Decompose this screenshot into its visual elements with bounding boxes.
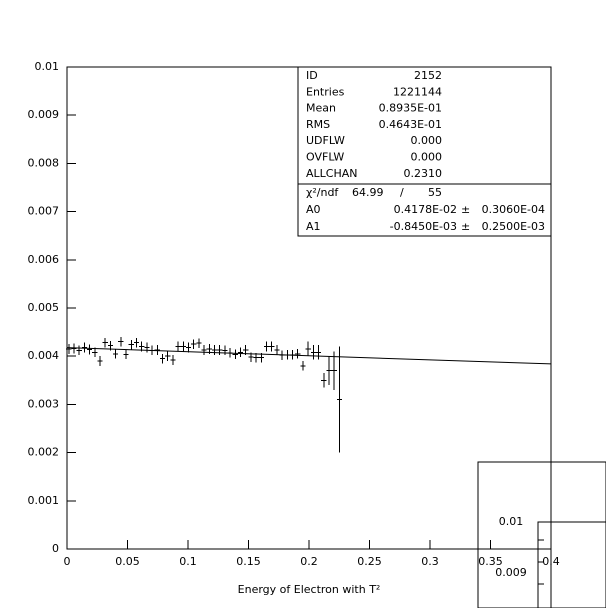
inset-label: 0.009 [495, 566, 527, 579]
stat-value: 0.000 [411, 134, 443, 147]
stat-name: OVFLW [306, 151, 344, 164]
param-name: A0 [306, 203, 321, 216]
x-tick-label: 0.05 [115, 555, 140, 568]
chi2-value: 64.99 [352, 186, 384, 199]
param-value: -0.8450E-03 [390, 220, 457, 233]
x-tick-label: 0.2 [300, 555, 318, 568]
y-tick-label: 0.01 [35, 60, 60, 73]
inset-label: 0.01 [499, 515, 524, 528]
y-tick-label: 0.007 [28, 205, 60, 218]
x-tick-label: 0.25 [357, 555, 382, 568]
stat-value: 0.4643E-01 [379, 118, 442, 131]
y-tick-label: 0.004 [28, 349, 60, 362]
y-tick-label: 0.006 [28, 253, 60, 266]
y-tick-label: 0.003 [28, 397, 60, 410]
y-tick-label: 0.009 [28, 108, 60, 121]
x-tick-label: 0.4 [542, 555, 560, 568]
x-tick-label: 0.35 [478, 555, 503, 568]
stat-name: Mean [306, 102, 336, 115]
stat-value: 2152 [414, 69, 442, 82]
stat-value: 0.2310 [404, 167, 443, 180]
param-error: 0.3060E-04 [482, 203, 545, 216]
param-error: 0.2500E-03 [482, 220, 545, 233]
stat-value: 1221144 [393, 85, 442, 98]
x-tick-label: 0 [64, 555, 71, 568]
y-tick-label: 0.008 [28, 156, 60, 169]
param-name: A1 [306, 220, 321, 233]
inset-frame [477, 461, 606, 608]
y-tick-label: 0.005 [28, 301, 60, 314]
x-tick-label: 0.15 [236, 555, 261, 568]
stat-name: ID [306, 69, 318, 82]
fit-line [66, 347, 552, 365]
param-value: 0.4178E-02 [394, 203, 457, 216]
x-tick-label: 0.3 [421, 555, 439, 568]
y-tick-label: 0 [52, 542, 59, 555]
stat-name: ALLCHAN [306, 167, 358, 180]
inset-frame-inner [537, 521, 606, 608]
stats-box [297, 66, 552, 237]
param-pm: ± [461, 203, 470, 216]
y-tick-label: 0.001 [28, 494, 60, 507]
x-axis-label: Energy of Electron with T² [238, 583, 381, 596]
param-pm: ± [461, 220, 470, 233]
stat-value: 0.8935E-01 [379, 102, 442, 115]
chi2-label: χ²/ndf [306, 186, 339, 199]
stat-name: UDFLW [306, 134, 345, 147]
stat-name: RMS [306, 118, 330, 131]
ndf-value: 55 [428, 186, 442, 199]
stat-name: Entries [306, 85, 345, 98]
y-tick-label: 0.002 [28, 446, 60, 459]
x-tick-label: 0.1 [179, 555, 197, 568]
stat-value: 0.000 [411, 151, 443, 164]
chi2-slash: / [400, 186, 404, 199]
